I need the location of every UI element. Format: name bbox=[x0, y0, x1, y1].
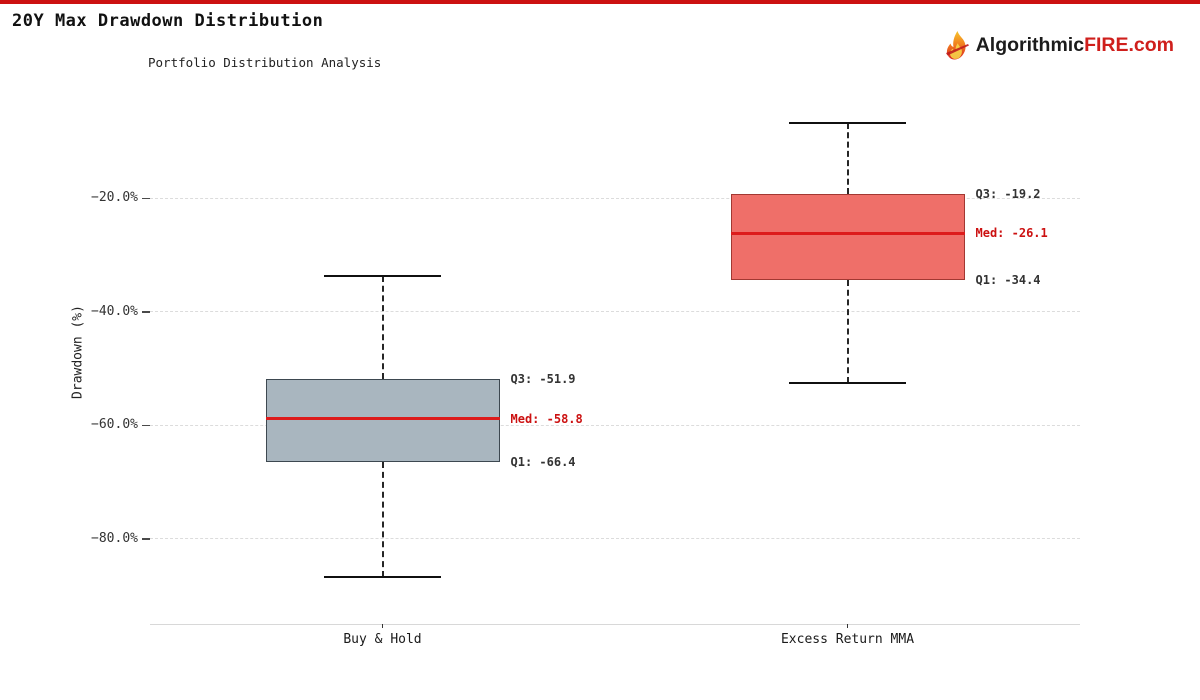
whisker-upper-line bbox=[381, 276, 384, 380]
flame-icon bbox=[944, 30, 971, 61]
box bbox=[730, 193, 965, 281]
y-tick-label: −80.0% bbox=[91, 530, 138, 546]
brand-logo: AlgorithmicFIRE.com bbox=[944, 30, 1174, 61]
page-title: 20Y Max Drawdown Distribution bbox=[12, 11, 324, 31]
annotation-q1: Q1: -34.4 bbox=[975, 273, 1041, 288]
whisker-lower-cap bbox=[789, 382, 906, 385]
whisker-upper-cap bbox=[789, 122, 906, 124]
y-tick-mark bbox=[142, 538, 150, 540]
y-tick-label: −60.0% bbox=[91, 417, 138, 433]
x-axis-spine bbox=[150, 624, 1080, 625]
brand-suffix: FIRE.com bbox=[1084, 34, 1174, 56]
y-tick-mark bbox=[142, 311, 150, 313]
annotation-q3: Q3: -51.9 bbox=[510, 372, 576, 387]
whisker-lower-line bbox=[381, 461, 384, 577]
y-tick-label: −20.0% bbox=[91, 190, 138, 206]
annotation-q3: Q3: -19.2 bbox=[975, 186, 1041, 201]
y-tick-mark bbox=[142, 424, 150, 427]
y-tick-label: −40.0% bbox=[91, 303, 138, 319]
box bbox=[265, 379, 500, 462]
median-line bbox=[730, 231, 965, 235]
annotation-median: Med: -58.8 bbox=[510, 411, 583, 426]
chart-subtitle: Portfolio Distribution Analysis bbox=[148, 55, 382, 70]
brand-prefix: Algorithmic bbox=[975, 34, 1085, 56]
whisker-lower-cap bbox=[324, 575, 441, 578]
x-tick-mark bbox=[381, 624, 384, 628]
whisker-upper-line bbox=[846, 123, 849, 194]
median-line bbox=[265, 417, 500, 421]
whisker-upper-cap bbox=[324, 275, 441, 278]
y-tick-mark bbox=[142, 197, 150, 200]
x-tick-mark bbox=[846, 624, 849, 628]
gridline bbox=[150, 197, 1080, 199]
gridline bbox=[150, 538, 1080, 540]
annotation-median: Med: -26.1 bbox=[975, 226, 1048, 241]
brand-text: AlgorithmicFIRE.com bbox=[976, 34, 1174, 57]
top-accent-bar bbox=[0, 0, 1200, 4]
category-label: Excess Return MMA bbox=[780, 632, 915, 647]
annotation-q1: Q1: -66.4 bbox=[510, 454, 576, 469]
whisker-lower-line bbox=[846, 280, 849, 384]
gridline bbox=[150, 424, 1080, 426]
category-label: Buy & Hold bbox=[343, 632, 422, 647]
gridline bbox=[150, 311, 1080, 313]
